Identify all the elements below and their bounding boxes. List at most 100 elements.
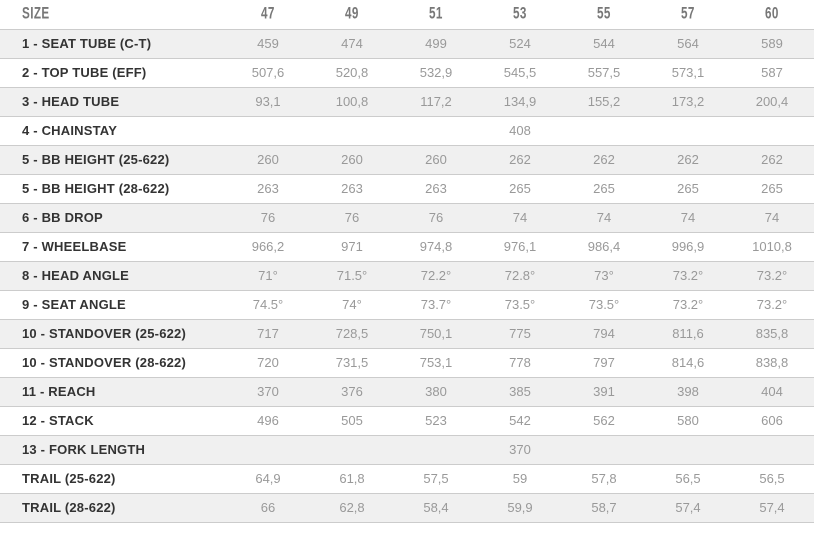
cell: 496 <box>257 413 279 428</box>
cell: 532,9 <box>419 65 453 80</box>
cell: 73.2° <box>672 268 704 283</box>
cell: 74 <box>512 210 528 225</box>
size-column-header: SIZE <box>0 0 226 29</box>
column-header-53: 53 <box>513 4 527 24</box>
cell: 587 <box>761 65 783 80</box>
cell: 73.2° <box>756 297 788 312</box>
cell: 265 <box>509 181 531 196</box>
table-row-seat-tube: 1 - SEAT TUBE (C-T) 459 474 499 524 544 … <box>0 29 814 58</box>
cell: 73.5° <box>504 297 536 312</box>
cell: 262 <box>677 152 699 167</box>
cell: 459 <box>257 36 279 51</box>
cell: 155,2 <box>587 94 621 109</box>
cell: 976,1 <box>503 239 537 254</box>
cell: 398 <box>677 384 699 399</box>
cell: 265 <box>593 181 615 196</box>
cell: 76 <box>428 210 444 225</box>
cell: 62,8 <box>339 500 365 515</box>
table-row-head-angle: 8 - HEAD ANGLE 71° 71.5° 72.2° 72.8° 73°… <box>0 261 814 290</box>
cell: 545,5 <box>503 65 537 80</box>
column-header-51: 51 <box>429 4 443 24</box>
cell: 74 <box>680 210 696 225</box>
cell: 753,1 <box>419 355 453 370</box>
table-row-head-tube: 3 - HEAD TUBE 93,1 100,8 117,2 134,9 155… <box>0 87 814 116</box>
cell: 376 <box>341 384 363 399</box>
cell: 564 <box>677 36 699 51</box>
cell: 835,8 <box>755 326 789 341</box>
cell: 76 <box>344 210 360 225</box>
cell: 134,9 <box>503 94 537 109</box>
cell: 76 <box>260 210 276 225</box>
column-header-57: 57 <box>681 4 695 24</box>
cell: 173,2 <box>671 94 705 109</box>
cell: 66 <box>260 500 276 515</box>
cell: 56,5 <box>675 471 701 486</box>
cell: 262 <box>761 152 783 167</box>
cell: 74 <box>764 210 780 225</box>
cell: 56,5 <box>759 471 785 486</box>
cell: 797 <box>593 355 615 370</box>
cell: 262 <box>509 152 531 167</box>
table-row-seat-angle: 9 - SEAT ANGLE 74.5° 74° 73.7° 73.5° 73.… <box>0 290 814 319</box>
column-header-49: 49 <box>345 4 359 24</box>
cell: 59 <box>512 471 528 486</box>
size-header-label: SIZE <box>22 4 50 24</box>
cell: 260 <box>341 152 363 167</box>
cell: 794 <box>593 326 615 341</box>
cell: 520,8 <box>335 65 369 80</box>
cell: 64,9 <box>255 471 281 486</box>
cell: 580 <box>677 413 699 428</box>
row-label: 5 - BB HEIGHT (28-622) <box>22 181 170 196</box>
row-label: 9 - SEAT ANGLE <box>22 297 126 312</box>
cell: 986,4 <box>587 239 621 254</box>
cell: 838,8 <box>755 355 789 370</box>
cell: 971 <box>341 239 363 254</box>
cell-spanning: 370 <box>509 442 531 457</box>
cell: 542 <box>509 413 531 428</box>
cell: 265 <box>761 181 783 196</box>
cell: 61,8 <box>339 471 365 486</box>
cell-spanning: 408 <box>509 123 531 138</box>
cell: 200,4 <box>755 94 789 109</box>
column-header-47: 47 <box>261 4 275 24</box>
cell: 58,4 <box>423 500 449 515</box>
row-label: 10 - STANDOVER (25-622) <box>22 326 187 341</box>
cell: 589 <box>761 36 783 51</box>
cell: 524 <box>509 36 531 51</box>
cell: 544 <box>593 36 615 51</box>
cell: 505 <box>341 413 363 428</box>
cell: 720 <box>257 355 279 370</box>
cell: 814,6 <box>671 355 705 370</box>
cell: 72.8° <box>504 268 536 283</box>
row-label: 6 - BB DROP <box>22 210 103 225</box>
table-row-reach: 11 - REACH 370 376 380 385 391 398 404 <box>0 377 814 406</box>
cell: 93,1 <box>255 94 281 109</box>
row-label: 8 - HEAD ANGLE <box>22 268 130 283</box>
cell: 71° <box>258 268 278 283</box>
row-label: 4 - CHAINSTAY <box>22 123 118 138</box>
row-label: 3 - HEAD TUBE <box>22 94 120 109</box>
cell: 71.5° <box>336 268 368 283</box>
table-row-bb-drop: 6 - BB DROP 76 76 76 74 74 74 74 <box>0 203 814 232</box>
cell: 717 <box>257 326 279 341</box>
table-row-trail-25: TRAIL (25-622) 64,9 61,8 57,5 59 57,8 56… <box>0 464 814 493</box>
row-label: 13 - FORK LENGTH <box>22 442 146 457</box>
row-label: 2 - TOP TUBE (EFF) <box>22 65 147 80</box>
header-row: SIZE 47 49 51 53 55 57 60 <box>0 0 814 29</box>
cell: 474 <box>341 36 363 51</box>
cell: 778 <box>509 355 531 370</box>
column-header-55: 55 <box>597 4 611 24</box>
cell: 385 <box>509 384 531 399</box>
cell: 72.2° <box>420 268 452 283</box>
cell: 728,5 <box>335 326 369 341</box>
table-row-standover-28: 10 - STANDOVER (28-622) 720 731,5 753,1 … <box>0 348 814 377</box>
cell: 263 <box>425 181 447 196</box>
cell: 370 <box>257 384 279 399</box>
cell: 974,8 <box>419 239 453 254</box>
table-row-fork-length: 13 - FORK LENGTH 370 <box>0 435 814 464</box>
cell: 117,2 <box>420 94 452 109</box>
cell: 74.5° <box>252 297 284 312</box>
cell: 562 <box>593 413 615 428</box>
cell: 74 <box>596 210 612 225</box>
